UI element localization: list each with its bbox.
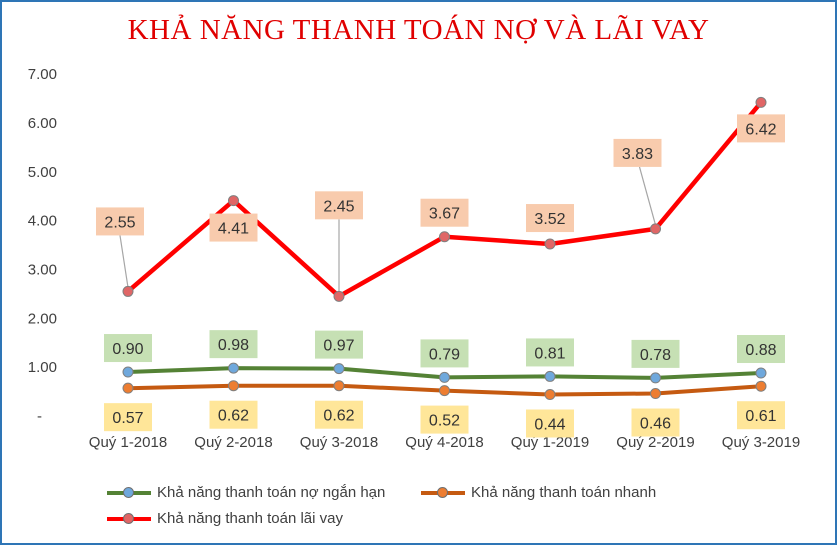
data-label-box [737,114,785,143]
data-point [122,285,134,297]
data-label: 3.67 [429,206,460,223]
data-label: 2.55 [104,214,135,231]
data-label: 0.44 [534,417,565,434]
data-point [439,371,450,383]
data-label-box [209,330,258,359]
data-point [544,389,556,401]
data-point [228,195,239,207]
x-tick-label: Quý 3-2018 [300,434,378,451]
data-label-box [613,138,662,167]
data-point [755,367,767,379]
x-tick-label: Quý 2-2019 [616,434,694,451]
data-label: 0.97 [323,338,354,355]
data-label: 3.52 [534,211,565,228]
data-label-box [209,400,258,429]
y-tick-label: 2.00 [28,310,57,327]
data-label: 0.57 [112,410,143,427]
x-tick-label: Quý 3-2019 [722,434,800,451]
data-point [333,380,345,392]
data-label-box [420,405,469,434]
data-label: 4.41 [218,221,249,238]
legend-label: Khả năng thanh toán nợ ngắn hạn [157,484,386,501]
data-label: 0.79 [429,346,460,363]
data-point [650,372,661,384]
legend-item-quick: Khả năng thanh toán nhanh [421,484,656,501]
data-point [650,388,661,400]
y-tick-label: 5.00 [28,164,57,181]
data-point [333,363,345,375]
legend-swatch [107,486,151,500]
data-point [544,370,556,382]
data-point [333,290,345,302]
data-label-box [737,401,785,430]
data-label-box [315,191,363,220]
data-point [122,366,134,378]
y-tick-label: 1.00 [28,359,57,376]
data-label: 0.78 [640,347,671,364]
x-tick-label: Quý 2-2018 [194,434,272,451]
data-label-box [104,403,152,432]
data-label: 0.90 [112,341,143,358]
y-tick-label: 7.00 [28,66,57,83]
data-label: 6.42 [745,121,776,138]
data-label-box [96,207,144,236]
data-label-box [420,198,469,227]
data-point [228,362,239,374]
data-label: 0.62 [323,408,354,425]
data-label: 2.45 [323,198,354,215]
legend-item-interest: Khả năng thanh toán lãi vay [107,510,343,527]
data-label-box [209,213,258,242]
y-tick-label: - [37,408,42,425]
data-label-box [526,204,574,233]
data-label-box [104,334,152,363]
data-point [228,380,239,392]
legend-swatch [107,512,151,526]
data-point [439,231,450,243]
x-tick-label: Quý 1-2019 [511,434,589,451]
leader-line [638,166,657,226]
data-point [122,382,134,394]
data-point [544,238,556,250]
data-label: 0.81 [534,345,565,362]
data-label-box [526,409,574,438]
data-label: 0.61 [745,408,776,425]
data-label-box [737,335,785,364]
data-point [439,385,450,397]
legend-swatch [421,486,465,500]
data-point [755,380,767,392]
data-point [650,223,661,235]
data-label-box [420,339,469,368]
data-label: 0.98 [218,337,249,354]
x-tick-label: Quý 1-2018 [89,434,167,451]
data-label-box [315,330,363,359]
y-tick-label: 4.00 [28,213,57,230]
data-label: 3.83 [622,146,653,163]
data-label-box [526,338,574,367]
data-label: 0.62 [218,408,249,425]
chart-title: KHẢ NĂNG THANH TOÁN NỢ VÀ LÃI VAY [127,14,710,46]
data-label-box [315,400,363,429]
data-label: 0.46 [640,416,671,433]
legend-label: Khả năng thanh toán nhanh [471,484,657,501]
y-tick-label: 6.00 [28,115,57,132]
data-label: 0.52 [429,413,460,430]
x-tick-label: Quý 4-2018 [405,434,483,451]
leader-line [119,235,129,288]
data-label: 0.88 [745,342,776,359]
data-point [755,96,767,108]
data-label-box [631,339,680,368]
legend-label: Khả năng thanh toán lãi vay [157,510,343,527]
y-tick-label: 3.00 [28,261,57,278]
data-label-box [631,408,680,437]
legend-item-short-term: Khả năng thanh toán nợ ngắn hạn [107,484,385,501]
